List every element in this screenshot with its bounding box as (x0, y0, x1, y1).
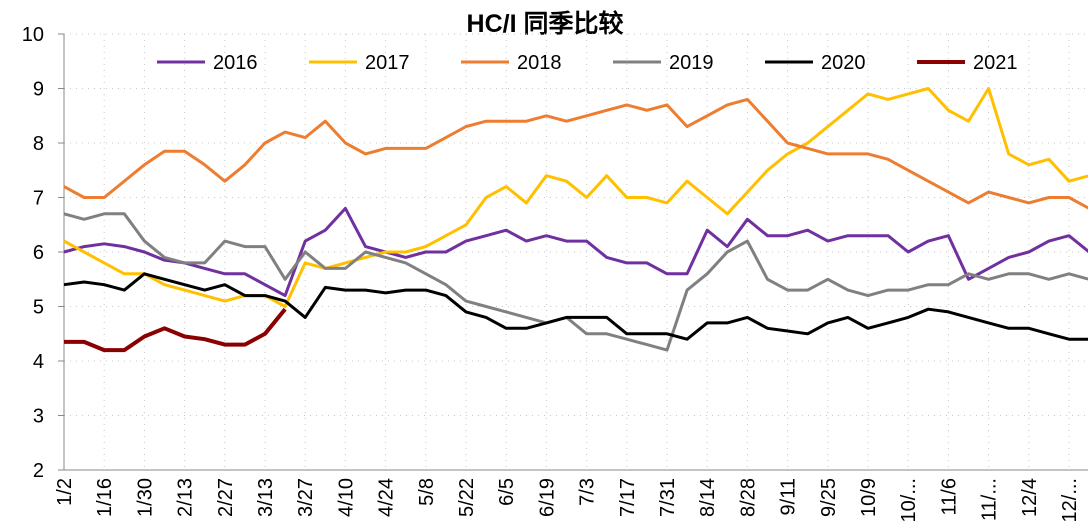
x-tick-label: 1/30 (134, 478, 156, 517)
y-tick-label: 3 (33, 406, 44, 428)
y-tick-label: 8 (33, 133, 44, 155)
x-tick-label: 6/5 (496, 478, 518, 506)
x-tick-label: 8/14 (697, 478, 719, 517)
y-tick-label: 5 (33, 297, 44, 319)
legend-label: 2016 (213, 52, 258, 74)
x-tick-label: 8/28 (737, 478, 759, 517)
series-line (64, 307, 287, 353)
series-line (63, 87, 1088, 308)
y-tick-label: 6 (33, 242, 44, 264)
legend-label: 2020 (821, 52, 866, 74)
x-tick-label: 7/31 (657, 478, 679, 517)
x-tick-label: 7/3 (577, 478, 599, 506)
x-tick-label: 2/13 (175, 478, 197, 517)
chart-title: HC/I 同季比较 (467, 9, 624, 38)
y-tick-label: 2 (33, 460, 44, 482)
y-tick-label: 9 (33, 79, 44, 101)
x-tick-label: 5/8 (416, 478, 438, 506)
x-tick-label: 3/13 (255, 478, 277, 517)
x-tick-label: 12/... (1059, 478, 1081, 522)
x-tick-label: 9/25 (818, 478, 840, 517)
x-tick-label: 10/9 (858, 478, 880, 517)
y-tick-label: 7 (33, 188, 44, 210)
x-tick-label: 3/27 (295, 478, 317, 517)
x-tick-label: 9/11 (778, 478, 800, 515)
x-tick-label: 7/17 (617, 478, 639, 517)
x-tick-label: 4/10 (335, 478, 357, 517)
x-tick-label: 10/... (898, 478, 920, 522)
series-line (63, 206, 1088, 298)
legend-label: 2021 (973, 52, 1018, 74)
x-tick-label: 1/16 (94, 478, 116, 517)
x-tick-label: 1/2 (54, 478, 76, 506)
series-line (63, 212, 1088, 352)
x-tick-label: 11/... (979, 478, 1001, 521)
series-line (63, 272, 1088, 341)
legend-label: 2018 (517, 52, 562, 74)
y-tick-label: 4 (33, 351, 44, 373)
x-tick-label: 12/4 (1019, 478, 1041, 517)
x-tick-label: 6/19 (536, 478, 558, 517)
legend-label: 2019 (669, 52, 714, 74)
x-tick-label: 2/27 (215, 478, 237, 517)
y-tick-label: 10 (22, 24, 44, 46)
x-tick-label: 5/22 (456, 478, 478, 517)
series-line (63, 97, 1088, 210)
x-tick-label: 4/24 (376, 478, 398, 517)
legend-label: 2017 (365, 52, 410, 74)
x-tick-label: 11/6 (938, 478, 960, 515)
